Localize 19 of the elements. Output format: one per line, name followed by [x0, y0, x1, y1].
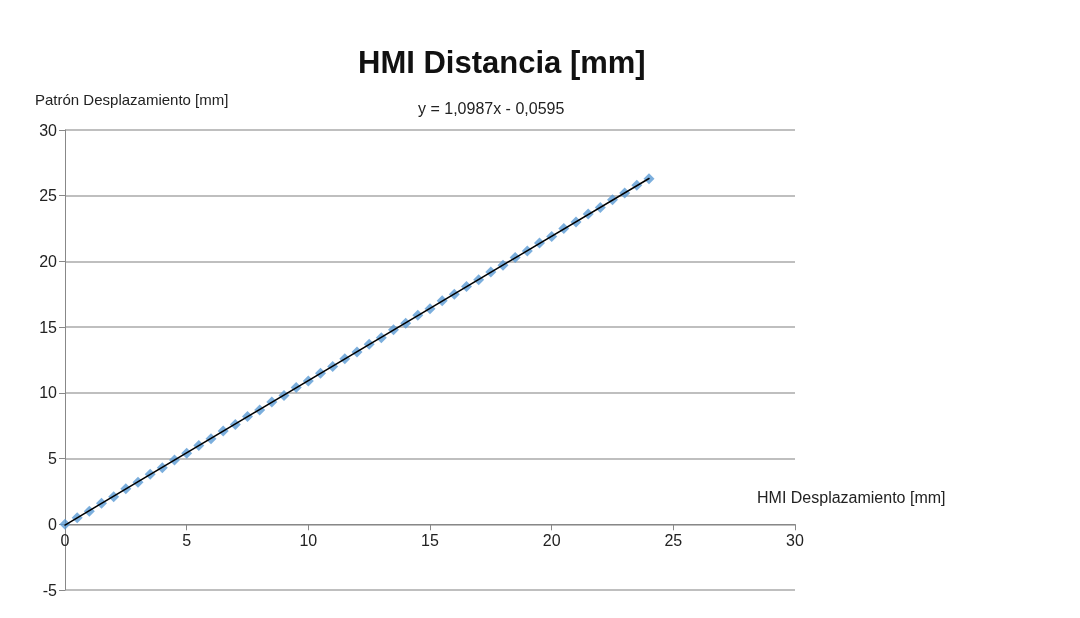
x-tick-label: 15	[421, 531, 439, 549]
x-tick-label: 20	[542, 531, 561, 549]
y-tick-label: -5	[42, 581, 58, 599]
y-tick-label: 20	[39, 252, 58, 270]
chart-title: HMI Distancia [mm]	[358, 45, 646, 80]
x-tick-label: 10	[299, 531, 318, 549]
y-tick-label: 15	[39, 318, 58, 336]
x-tick-label: 30	[786, 531, 804, 549]
y-tick-label: 30	[39, 121, 58, 139]
text: y = 1,0987x - 0,0595	[418, 99, 565, 117]
y-axis-title: Patrón Desplazamiento [mm]	[35, 91, 229, 108]
y-tick-label: 5	[48, 450, 58, 468]
y-tick-label: 0	[48, 515, 58, 533]
x-axis-title: HMI Desplazamiento [mm]	[757, 488, 946, 506]
x-tick-label: 25	[664, 531, 683, 549]
x-tick-label: 5	[182, 531, 192, 549]
y-tick-label: 25	[39, 187, 58, 205]
y-tick-label: 10	[39, 384, 58, 402]
x-tick-label: 0	[60, 531, 70, 549]
